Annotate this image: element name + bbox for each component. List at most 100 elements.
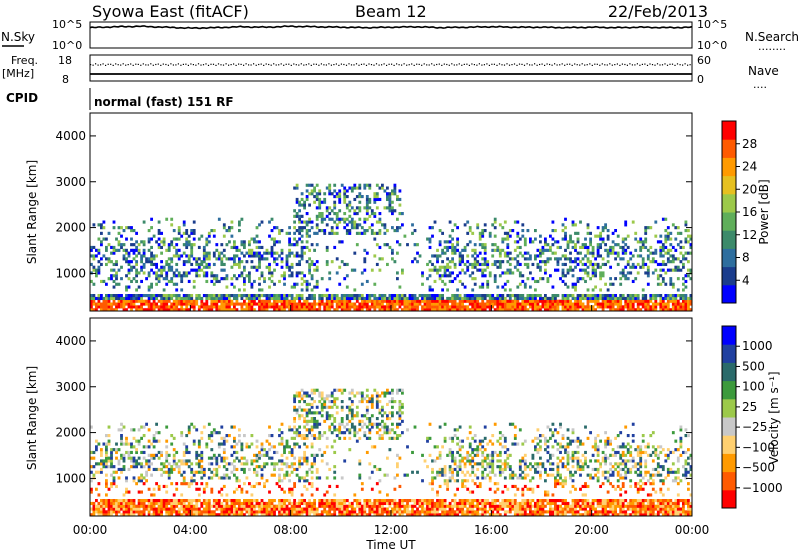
heatmap-cell — [197, 257, 201, 261]
heatmap-cell — [140, 504, 144, 508]
heatmap-cell — [318, 206, 322, 210]
heatmap-cell — [225, 510, 229, 514]
nave-point — [117, 64, 119, 66]
nave-point — [245, 63, 247, 65]
heatmap-cell — [130, 305, 133, 309]
heatmap-cell — [383, 391, 387, 395]
heatmap-cell — [305, 308, 309, 312]
colorbar-segment — [722, 212, 736, 231]
heatmap-cell — [245, 504, 249, 508]
heatmap-cell — [483, 308, 487, 312]
heatmap-cell — [596, 245, 600, 250]
heatmap-cell — [300, 476, 304, 480]
nave-point — [315, 63, 317, 65]
heatmap-cell — [288, 425, 292, 429]
heatmap-cell — [340, 240, 344, 244]
heatmap-cell — [157, 510, 161, 514]
heatmap-cell — [674, 305, 678, 309]
heatmap-cell — [255, 268, 259, 272]
heatmap-cell — [483, 243, 487, 247]
heatmap-cell — [375, 391, 379, 395]
heatmap-cell — [396, 434, 399, 438]
heatmap-cell — [345, 203, 349, 207]
heatmap-cell — [378, 229, 382, 233]
heatmap-cell — [511, 299, 515, 303]
heatmap-cell — [258, 288, 261, 292]
heatmap-cell — [373, 200, 377, 204]
heatmap-cell — [215, 501, 219, 506]
heatmap-cell — [318, 513, 322, 517]
heatmap-cell — [355, 243, 359, 247]
heatmap-cell — [92, 456, 96, 460]
heatmap-cell — [102, 504, 106, 508]
heatmap-cell — [564, 282, 567, 286]
heatmap-cell — [180, 296, 184, 301]
heatmap-cell — [451, 245, 455, 250]
heatmap-cell — [137, 456, 141, 460]
heatmap-cell — [333, 507, 337, 511]
heatmap-cell — [248, 271, 251, 275]
heatmap-cell — [305, 394, 309, 398]
heatmap-cell — [513, 294, 517, 298]
heatmap-cell — [388, 197, 392, 202]
heatmap-cell — [315, 422, 319, 426]
heatmap-cell — [614, 257, 618, 261]
heatmap-cell — [308, 234, 312, 238]
heatmap-cell — [348, 229, 352, 233]
heatmap-cell — [516, 260, 520, 264]
heatmap-cell — [350, 400, 354, 404]
heatmap-cell — [228, 462, 231, 466]
heatmap-cell — [165, 456, 169, 460]
heatmap-cell — [222, 450, 226, 455]
heatmap-cell — [614, 243, 618, 247]
heatmap-cell — [468, 299, 472, 303]
heatmap-cell — [263, 510, 266, 514]
heatmap-cell — [300, 248, 304, 252]
heatmap-cell — [393, 507, 397, 511]
heatmap-cell — [631, 262, 635, 267]
heatmap-cell — [671, 268, 675, 272]
heatmap-cell — [355, 206, 359, 210]
heatmap-cell — [102, 279, 106, 284]
heatmap-cell — [345, 223, 349, 227]
heatmap-cell — [338, 189, 342, 193]
heatmap-cell — [187, 428, 191, 432]
heatmap-cell — [225, 299, 229, 303]
heatmap-cell — [353, 296, 357, 301]
heatmap-cell — [629, 305, 633, 309]
heatmap-cell — [604, 296, 608, 301]
heatmap-cell — [345, 231, 349, 235]
heatmap-cell — [574, 257, 577, 261]
heatmap-cell — [92, 257, 96, 261]
heatmap-cell — [453, 277, 457, 281]
heatmap-cell — [391, 414, 394, 418]
heatmap-cell — [411, 294, 414, 298]
heatmap-cell — [594, 274, 598, 278]
heatmap-cell — [202, 487, 206, 491]
heatmap-cell — [295, 294, 299, 298]
heatmap-cell — [182, 442, 186, 446]
heatmap-cell — [589, 231, 593, 235]
heatmap-cell — [278, 254, 281, 258]
heatmap-cell — [283, 476, 286, 480]
heatmap-cell — [265, 510, 269, 514]
heatmap-cell — [200, 305, 204, 309]
heatmap-cell — [295, 229, 299, 233]
heatmap-cell — [649, 299, 653, 303]
heatmap-cell — [594, 257, 598, 261]
heatmap-cell — [669, 299, 673, 303]
heatmap-cell — [406, 296, 409, 301]
heatmap-cell — [162, 507, 166, 511]
heatmap-cell — [544, 299, 547, 303]
heatmap-cell — [498, 294, 502, 298]
heatmap-cell — [503, 271, 507, 275]
heatmap-cell — [616, 254, 620, 258]
heatmap-cell — [348, 296, 352, 301]
heatmap-cell — [200, 456, 204, 460]
heatmap-cell — [496, 248, 500, 252]
heatmap-cell — [233, 262, 236, 267]
heatmap-cell — [210, 456, 214, 460]
heatmap-cell — [318, 212, 322, 216]
heatmap-cell — [682, 282, 685, 286]
heatmap-cell — [182, 459, 186, 463]
